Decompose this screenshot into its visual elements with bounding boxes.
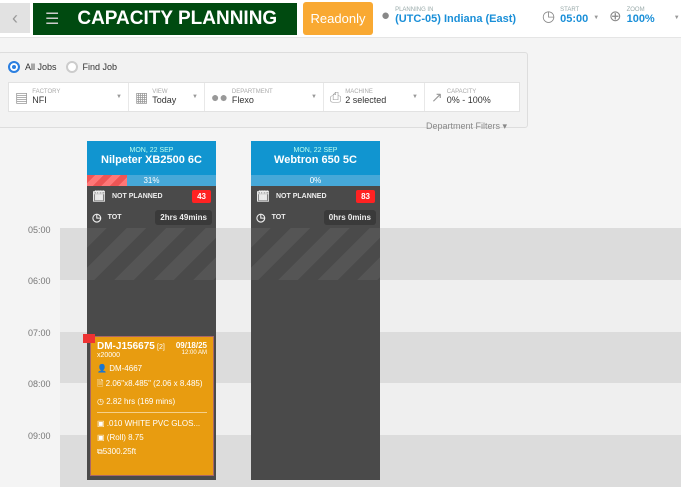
not-planned-row[interactable]: 🗓 NOT PLANNED 83 <box>251 186 380 207</box>
machine-filter[interactable]: ⎙ MACHINE 2 selected ▼ <box>324 83 425 111</box>
chevron-down-icon: ▼ <box>311 94 317 100</box>
chevron-down-icon: ▼ <box>192 94 198 100</box>
file-icon: 🗎 <box>97 379 104 388</box>
size-line: 🗎 2.06"x8.485" (2.06 x 8.485) <box>97 379 203 388</box>
not-planned-row[interactable]: 🗓 NOT PLANNED 43 <box>87 186 216 207</box>
menu-icon[interactable]: ☰ <box>45 11 60 28</box>
zoom-in-icon: ⊕ <box>609 8 622 25</box>
material-line: ▣ .010 WHITE PVC GLOS... <box>97 419 201 428</box>
capacity-fill <box>87 175 127 186</box>
job-card[interactable]: DM-J156675 [2] x20000 09/18/25 12:00 AM 👤 … <box>90 336 214 476</box>
zoom-selector[interactable]: ⊕ ZOOM 100% ▼ <box>609 7 680 25</box>
readonly-button[interactable]: Readonly <box>303 2 373 35</box>
capacity-bar: 31% <box>87 175 216 186</box>
capacity-filter[interactable]: ↗ CAPACITY 0% - 100% <box>431 88 491 106</box>
printer-icon: ⎙ <box>330 88 342 105</box>
time-label: 05:00 <box>28 225 51 235</box>
divider <box>97 412 207 413</box>
department-filters-toggle[interactable]: Department Filters ▾ <box>426 121 508 131</box>
chevron-down-icon: ▼ <box>116 94 122 100</box>
note-icon: ▣ <box>97 433 105 442</box>
globe-icon: ● <box>381 7 391 24</box>
flag-icon <box>83 334 95 343</box>
unavailable-period <box>87 228 216 280</box>
clock-icon: ◷ <box>92 212 102 224</box>
customer-line: 👤 DM-4667 <box>97 364 143 373</box>
app-title: ☰ CAPACITY PLANNING <box>33 3 297 35</box>
machine-header[interactable]: MON, 22 SEP Webtron 650 5C <box>251 141 380 175</box>
factory-icon: ▤ <box>15 88 29 105</box>
calendar-icon: 🗓 <box>256 191 270 203</box>
not-planned-count: 83 <box>356 190 375 203</box>
planning-timezone[interactable]: ● PLANNING IN (UTC-05) Indiana (East) <box>381 7 517 25</box>
all-jobs-radio[interactable] <box>8 61 20 73</box>
length-line: ⧉5300.25ft <box>97 447 137 456</box>
capacity-bar: 0% <box>251 175 380 186</box>
view-filter[interactable]: ▦ VIEW Today ▼ <box>129 83 205 111</box>
time-label: 06:00 <box>28 276 51 286</box>
chart-icon: ↗ <box>431 88 443 105</box>
chevron-down-icon: ▼ <box>673 15 680 21</box>
filter-row: ▤ FACTORY NFI ▼ ▦ VIEW Today ▼ ●● DEPARTMENT Fle… <box>8 82 520 112</box>
chevron-down-icon: ▼ <box>593 15 600 21</box>
tot-row: ◷ TOT 2hrs 49mins <box>87 207 216 228</box>
job-mode-radios: All Jobs Find Job <box>8 61 117 73</box>
time-label: 07:00 <box>28 328 51 338</box>
note-icon: ▣ <box>97 419 105 428</box>
chevron-down-icon: ▼ <box>412 94 418 100</box>
tot-row: ◷ TOT 0hrs 0mins <box>251 207 380 228</box>
calendar-icon: ▦ <box>135 88 149 105</box>
duration-line: ◷ 2.82 hrs (169 mins) <box>97 397 176 406</box>
factory-filter[interactable]: ▤ FACTORY NFI ▼ <box>9 83 129 111</box>
calendar-icon: 🗓 <box>92 191 106 203</box>
department-filter[interactable]: ●● DEPARTMENT Flexo ▼ <box>205 83 324 111</box>
find-job-radio[interactable] <box>65 61 78 73</box>
machine-column: MON, 22 SEP Webtron 650 5C 0% 🗓 NOT PLANNE… <box>251 141 380 480</box>
clock-icon: ◷ <box>256 212 266 224</box>
clock-icon: ◷ <box>542 8 556 25</box>
back-button[interactable]: ‹ <box>0 3 30 33</box>
copy-icon: ⧉ <box>97 447 103 456</box>
roll-line: ▣ (Roll) 8.75 <box>97 433 144 442</box>
machine-header[interactable]: MON, 22 SEP Nilpeter XB2500 6C <box>87 141 216 175</box>
time-label: 09:00 <box>28 431 51 441</box>
not-planned-count: 43 <box>192 190 211 203</box>
job-id: DM-J156675 <box>97 341 155 352</box>
users-icon: ●● <box>211 89 228 105</box>
unavailable-period <box>251 228 380 280</box>
start-selector[interactable]: ◷ START 05:00 ▼ <box>542 7 600 25</box>
clock-icon: ◷ <box>97 397 104 406</box>
time-label: 08:00 <box>28 379 51 389</box>
user-icon: 👤 <box>97 364 107 373</box>
